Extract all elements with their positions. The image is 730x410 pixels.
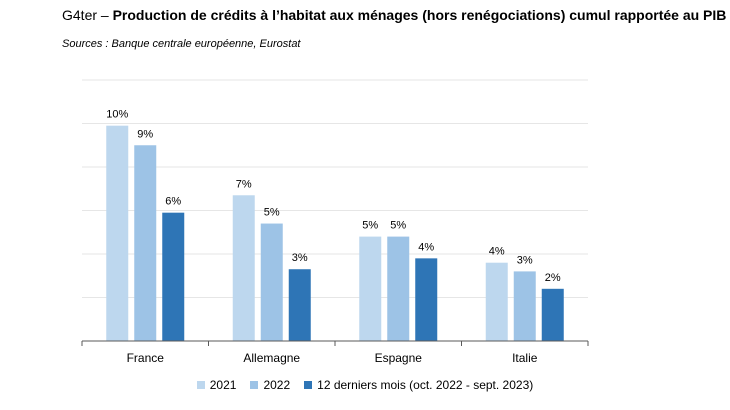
bar xyxy=(106,125,129,341)
x-tick-label: Italie xyxy=(512,351,538,365)
bar xyxy=(162,212,185,341)
data-label: 4% xyxy=(418,241,434,253)
data-label: 5% xyxy=(390,220,406,232)
legend-label: 2021 xyxy=(209,378,237,392)
bar xyxy=(359,236,382,341)
data-label: 9% xyxy=(137,128,153,140)
data-label: 5% xyxy=(264,207,280,219)
chart-title-text: Production de crédits à l’habitat aux mé… xyxy=(112,7,727,23)
x-tick-label: Allemagne xyxy=(243,351,300,365)
bar xyxy=(387,236,410,341)
legend-swatch xyxy=(250,381,259,389)
data-label: 4% xyxy=(489,246,505,258)
legend-item: 12 derniers mois (oct. 2022 - sept. 2023… xyxy=(304,378,533,392)
legend-swatch xyxy=(196,381,205,389)
data-label: 10% xyxy=(106,109,128,121)
bar xyxy=(513,271,536,341)
legend-item: 2021 xyxy=(196,378,237,392)
data-label: 3% xyxy=(517,254,533,266)
bar xyxy=(134,145,157,341)
data-label: 6% xyxy=(165,196,181,208)
data-label: 3% xyxy=(292,252,308,264)
legend-swatch xyxy=(304,381,313,389)
chart-title: G4ter – Production de crédits à l’habita… xyxy=(62,7,726,23)
bar xyxy=(415,258,438,341)
data-label: 2% xyxy=(545,272,561,284)
legend-item: 2022 xyxy=(250,378,290,392)
legend-label: 2022 xyxy=(263,378,291,392)
legend: 2021 2022 12 derniers mois (oct. 2022 - se… xyxy=(0,378,730,392)
bar xyxy=(288,269,311,341)
legend-label: 12 derniers mois (oct. 2022 - sept. 2023… xyxy=(317,378,534,392)
bar xyxy=(541,288,564,341)
bar xyxy=(232,195,255,341)
chart-code: G4ter xyxy=(62,7,98,23)
chart-sources: Sources : Banque centrale européenne, Eu… xyxy=(62,38,301,50)
data-label: 5% xyxy=(362,220,378,232)
data-label: 7% xyxy=(236,178,252,190)
bar xyxy=(260,223,283,341)
x-tick-label: France xyxy=(127,351,165,365)
bar xyxy=(485,262,508,341)
title-dash: – xyxy=(97,7,113,23)
x-tick-label: Espagne xyxy=(375,351,423,365)
